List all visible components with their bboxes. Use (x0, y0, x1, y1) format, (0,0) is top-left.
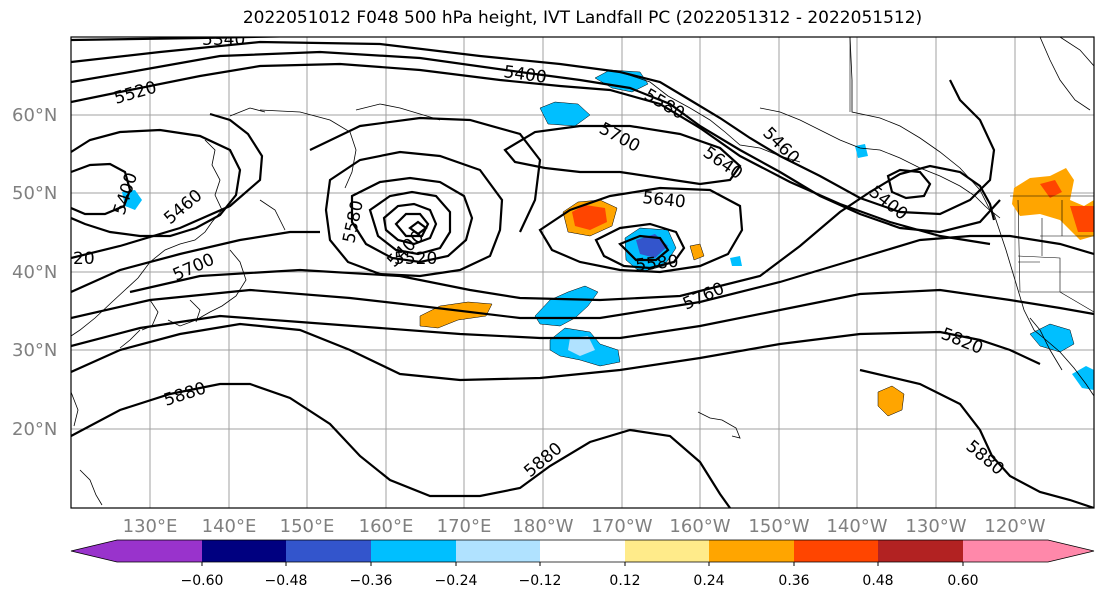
colorbar-segment (202, 540, 286, 562)
coastlines (71, 37, 1094, 506)
lat-label: 60°N (12, 105, 57, 126)
lon-label: 150°W (748, 516, 809, 537)
lon-label: 130°W (905, 516, 966, 537)
colorbar-tick-label: 0.24 (693, 573, 724, 589)
colorbar-tick-label: −0.60 (181, 573, 224, 589)
colorbar-tick-label: −0.36 (350, 573, 393, 589)
colorbar-segment (794, 540, 878, 562)
colorbar-segment (117, 540, 202, 562)
colorbar-segment (878, 540, 963, 562)
ivt-shading (122, 69, 1094, 417)
colorbar-segment (371, 540, 456, 562)
lon-label: 130°E (123, 516, 178, 537)
colorbar-tick-label: −0.12 (519, 573, 562, 589)
colorbar-segment (286, 540, 371, 562)
contour-label: 5640 (641, 188, 686, 212)
lon-label: 170°W (591, 516, 652, 537)
colorbar-segment (456, 540, 540, 562)
colorbar-segment (540, 540, 625, 562)
map-title: 2022051012 F048 500 hPa height, IVT Land… (242, 8, 923, 28)
lon-label: 150°E (280, 516, 335, 537)
lat-label: 50°N (12, 183, 57, 204)
contour-label: 5340 (202, 30, 245, 50)
lon-label: 120°W (984, 516, 1045, 537)
contour-label: 5580 (634, 252, 679, 276)
lon-label: 160°W (669, 516, 730, 537)
colorbar-outline (70, 539, 1095, 563)
lon-label: 140°W (826, 516, 887, 537)
colorbar-segment (963, 540, 1048, 562)
colorbar-tick-label: −0.48 (265, 573, 308, 589)
colorbar-tick-label: 0.60 (947, 573, 978, 589)
colorbar-tick-label: −0.24 (435, 573, 478, 589)
contour-label: 5520 (394, 249, 437, 269)
lat-label: 20°N (12, 419, 57, 440)
colorbar-tick-label: 0.48 (862, 573, 893, 589)
lon-label: 160°E (359, 516, 414, 537)
longitude-labels: 130°E 140°E 150°E 160°E 170°E 180°W 170°… (123, 516, 1046, 537)
map-border (70, 36, 1095, 509)
colorbar-segment (709, 540, 794, 562)
lat-label: 40°N (12, 262, 57, 283)
contour-label: 20 (73, 249, 95, 269)
borders (849, 37, 1094, 313)
colorbar-tick-label: 0.36 (778, 573, 809, 589)
colorbar-tick-label: 0.12 (609, 573, 640, 589)
lon-label: 170°E (437, 516, 492, 537)
lon-label: 180°W (512, 516, 573, 537)
colorbar-extend-high (1048, 540, 1094, 562)
colorbar-extend-low (71, 540, 117, 562)
lon-label: 140°E (202, 516, 257, 537)
colorbar-segment (625, 540, 709, 562)
latitude-labels: 60°N 50°N 40°N 30°N 20°N (12, 105, 57, 440)
height-contours (71, 37, 1094, 508)
colorbar: −0.60 −0.48 −0.36 −0.24 −0.12 0.12 0.24 … (70, 539, 1095, 589)
lat-label: 30°N (12, 340, 57, 361)
